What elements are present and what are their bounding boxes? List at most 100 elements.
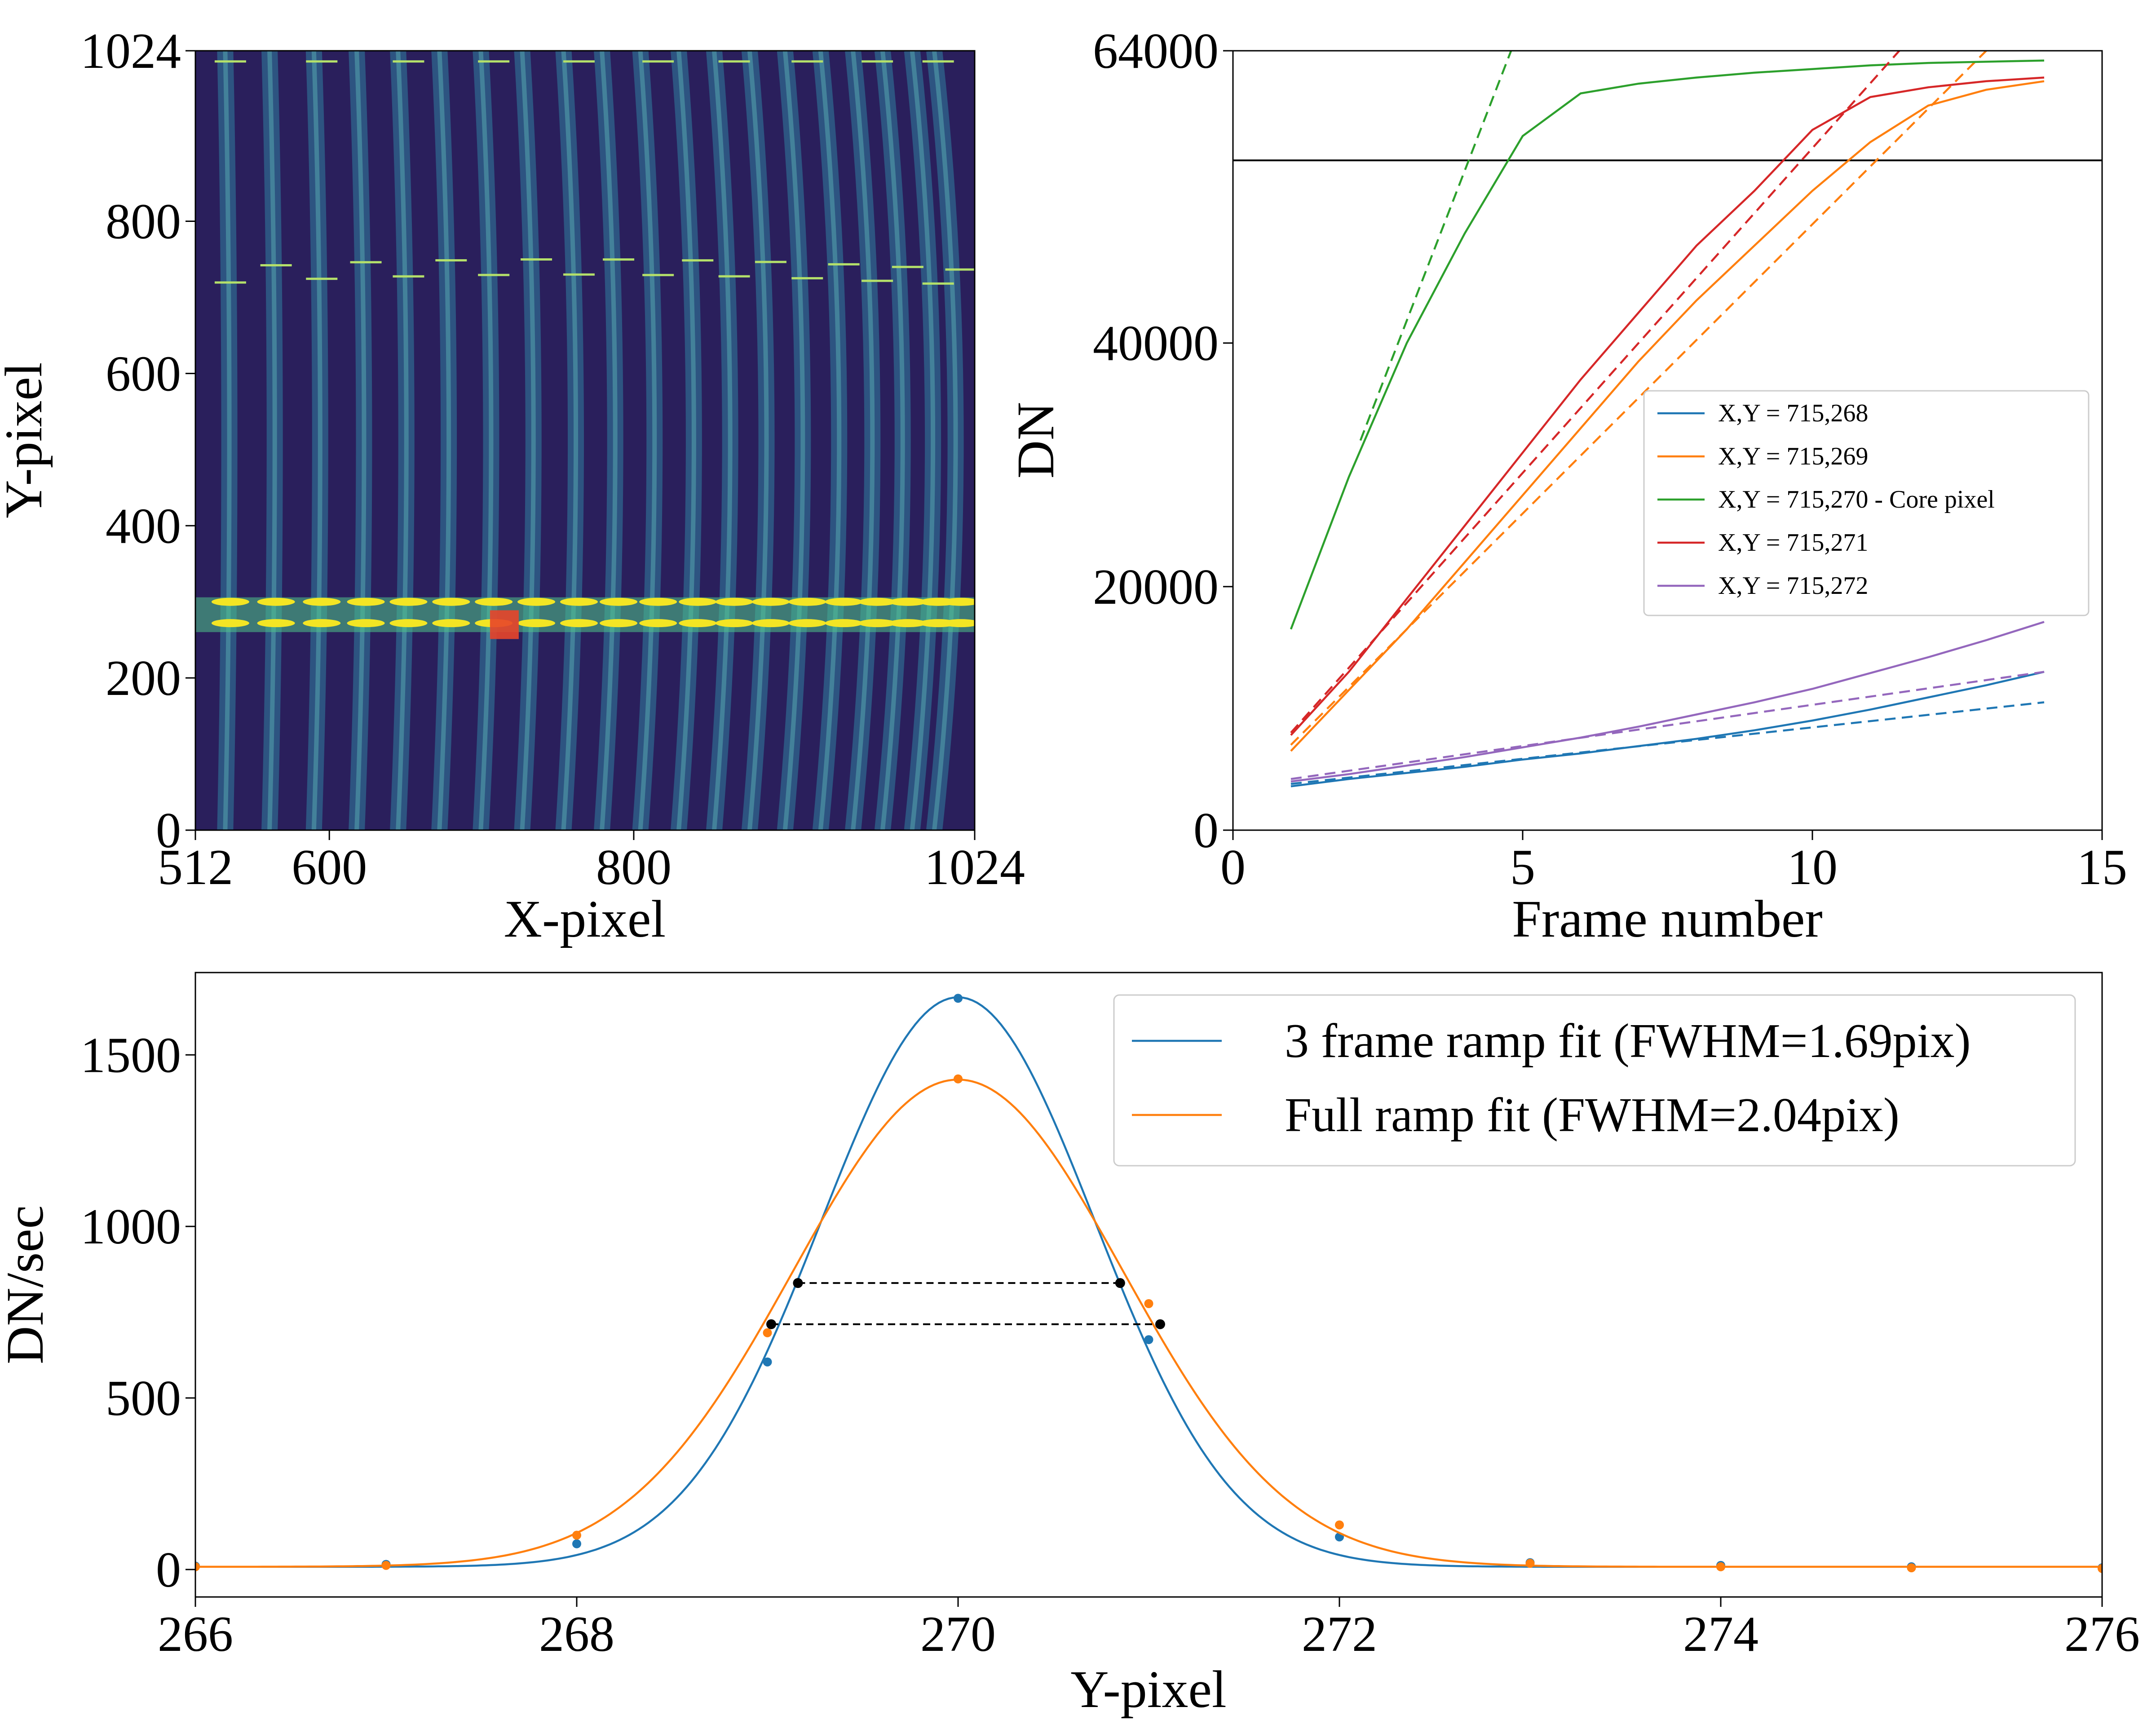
ramp-plot-xlabel: Frame number	[1512, 889, 1822, 948]
saturated-blob	[639, 597, 677, 606]
detector-image-panel: 512 600 800 1024 0 200 400 600 800 1024 X-pixel Y…	[0, 23, 1025, 948]
x-tick-label: 512	[158, 840, 233, 895]
image-stripe	[632, 51, 663, 830]
saturated-blob	[679, 619, 717, 628]
profile-point	[954, 994, 963, 1003]
x-tick-label: 10	[1787, 840, 1838, 895]
y-tick-label: 0	[1193, 803, 1219, 858]
ramp-fit-line	[1359, 51, 1512, 441]
ramp-fit-line	[1290, 701, 2045, 785]
saturated-blob	[639, 619, 677, 628]
ramp-fit-line	[1290, 51, 1987, 746]
saturated-blob	[825, 597, 863, 606]
ramp-plot-frame	[1232, 50, 2103, 831]
image-stripe-core	[638, 51, 657, 830]
image-stripe-core	[910, 51, 936, 830]
fwhm-point	[793, 1278, 803, 1288]
image-stripe-core	[354, 51, 367, 830]
image-stripe	[845, 51, 881, 830]
legend-label: X,Y = 715,269	[1718, 442, 1868, 470]
profile-point	[381, 1561, 391, 1570]
pixel-marker	[490, 610, 519, 639]
image-stripe	[473, 51, 499, 830]
image-stripe	[261, 51, 283, 830]
detector-image	[195, 51, 975, 830]
saturated-blob	[888, 619, 927, 628]
y-tick-label: 1024	[80, 23, 181, 79]
fwhm-point	[1115, 1278, 1125, 1288]
ramp-plot-ylabel: DN	[1006, 402, 1065, 478]
image-stripe	[594, 51, 623, 830]
image-stripe-core	[712, 51, 733, 830]
profile-point	[954, 1074, 963, 1084]
image-stripe-core	[396, 51, 409, 830]
y-tick-label: 400	[106, 498, 181, 554]
y-tick-label: 200	[106, 650, 181, 706]
saturated-blob	[517, 597, 556, 606]
fwhm-point	[766, 1319, 776, 1329]
saturated-blob	[788, 619, 826, 628]
saturated-blob	[942, 619, 975, 628]
profile-point	[763, 1328, 772, 1337]
image-stripe-core	[600, 51, 618, 830]
image-stripe	[305, 51, 328, 830]
saturated-blob	[347, 619, 385, 628]
saturated-blob	[347, 597, 385, 606]
legend-label: Full ramp fit (FWHM=2.04pix)	[1285, 1088, 1900, 1142]
detector-image-ylabel: Y-pixel	[0, 362, 53, 518]
saturated-blob	[303, 597, 341, 606]
image-stripe-core	[267, 51, 277, 830]
image-stripe	[706, 51, 738, 830]
profile-point	[1144, 1299, 1153, 1309]
x-tick-label: 5	[1510, 840, 1535, 895]
saturated-blob	[751, 619, 790, 628]
saturated-blob	[517, 619, 556, 628]
saturated-blob	[888, 597, 927, 606]
fwhm-point	[1155, 1319, 1165, 1329]
image-stripe	[555, 51, 584, 830]
image-stripe	[390, 51, 415, 830]
profile-plot-ylabel: DN/sec	[0, 1205, 54, 1364]
profile-plot-frame	[194, 972, 2103, 1598]
ramp-plot-area	[1233, 51, 2102, 787]
image-stripe-core	[880, 51, 905, 830]
saturated-blob	[825, 619, 863, 628]
image-stripe	[926, 51, 964, 830]
image-stripe	[812, 51, 848, 830]
saturated-blob	[211, 597, 249, 606]
saturated-blob	[432, 597, 470, 606]
image-stripe-core	[932, 51, 958, 830]
legend-label: X,Y = 715,268	[1718, 399, 1868, 427]
x-tick-label: 15	[2077, 840, 2127, 895]
y-tick-label: 64000	[1093, 23, 1219, 79]
image-stripe-core	[311, 51, 323, 830]
image-stripe	[777, 51, 811, 830]
profile-plot-ticks: 266 268 270 272 274 276 0 500 1000 1500	[80, 1027, 2140, 1662]
image-stripe-core	[747, 51, 769, 830]
profile-point	[763, 1357, 772, 1367]
saturated-blob	[942, 597, 975, 606]
x-tick-label: 800	[596, 840, 672, 895]
saturated-blob	[560, 619, 598, 628]
detector-image-frame	[194, 50, 976, 831]
image-stripe	[514, 51, 542, 830]
ramp-plot-panel: 0 5 10 15 0 20000 40000 64000 Frame number DN X…	[1006, 23, 2127, 948]
x-tick-label: 600	[292, 840, 367, 895]
y-tick-label: 1500	[80, 1027, 181, 1083]
x-tick-label: 268	[539, 1606, 614, 1662]
x-tick-label: 274	[1683, 1606, 1758, 1662]
legend-label: X,Y = 715,270 - Core pixel	[1718, 486, 1995, 513]
y-tick-label: 600	[106, 346, 181, 402]
image-stripe	[671, 51, 702, 830]
saturated-blob	[560, 597, 598, 606]
saturated-blob	[788, 597, 826, 606]
ramp-series-line	[1290, 80, 2045, 752]
saturated-blob	[475, 597, 513, 606]
profile-point	[195, 1562, 200, 1571]
profile-point	[1144, 1335, 1153, 1345]
legend-label: 3 frame ramp fit (FWHM=1.69pix)	[1285, 1014, 1971, 1068]
image-stripe-core	[520, 51, 536, 830]
x-tick-label: 272	[1302, 1606, 1377, 1662]
saturated-blob	[211, 619, 249, 628]
